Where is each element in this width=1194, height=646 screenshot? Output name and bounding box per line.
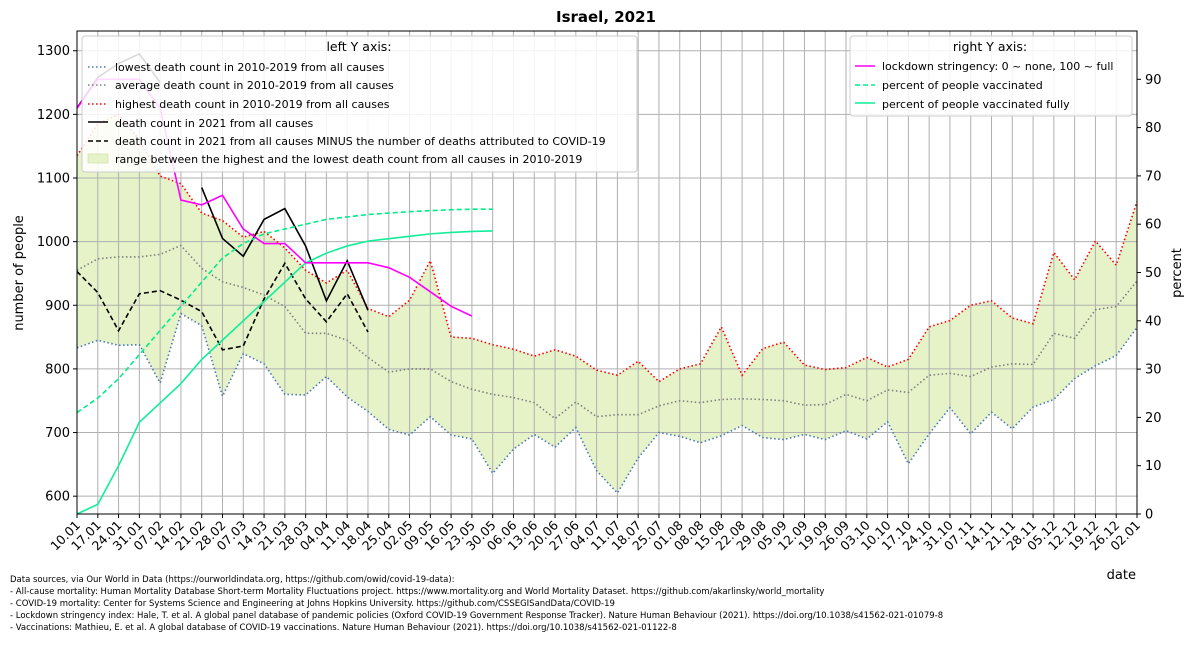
legend-left-box (81, 35, 638, 173)
y-left-tick-label: 1000 (37, 235, 70, 250)
source-line: - COVID-19 mortality: Center for Systems… (10, 599, 615, 609)
data-sources: Data sources, via Our World in Data (htt… (10, 575, 943, 633)
source-line: Data sources, via Our World in Data (htt… (10, 575, 455, 585)
y-right-tick-label: 10 (1145, 459, 1162, 474)
legend-entry-deaths-2021: death count in 2021 from all causes (115, 117, 314, 130)
legend-left: left Y axis: lowest death count in 2010-… (81, 35, 638, 173)
series-vaccinated-fully-line (76, 230, 493, 515)
y-right-tick-label: 60 (1145, 218, 1162, 233)
y-left-tick-label: 800 (45, 362, 70, 377)
y-right-tick-label: 90 (1145, 73, 1162, 88)
legend-right: right Y axis: lockdown stringency: 0 ~ n… (849, 35, 1133, 117)
y-right-tick-label: 0 (1145, 508, 1153, 523)
y-left-tick-label: 900 (45, 299, 70, 314)
legend-entry-average: average death count in 2010-2019 from al… (115, 79, 394, 92)
legend-entry-deaths-minus-covid: death count in 2021 from all causes MINU… (115, 135, 606, 148)
source-line: - All-cause mortality: Human Mortality D… (10, 587, 824, 597)
y-axis-left-label: number of people (12, 215, 27, 331)
x-axis-label: date (1107, 568, 1136, 583)
legend-right-box (849, 35, 1133, 117)
legend-swatch-range (87, 153, 109, 164)
y-right-tick-label: 40 (1145, 314, 1162, 329)
legend-entry-vaccinated: percent of people vaccinated (882, 79, 1043, 92)
legend-left-title: left Y axis: (326, 39, 391, 54)
y-left-tick-label: 1200 (37, 108, 70, 123)
y-right-tick-label: 70 (1145, 169, 1162, 184)
y-left-tick-label: 600 (45, 490, 70, 505)
legend-entry-vaccinated-fully: percent of people vaccinated fully (882, 98, 1070, 111)
y-right-tick-label: 30 (1145, 363, 1162, 378)
y-left-tick-label: 1300 (37, 44, 70, 59)
legend-entry-stringency: lockdown stringency: 0 ~ none, 100 ~ ful… (882, 60, 1113, 73)
y-right-tick-label: 50 (1145, 266, 1162, 281)
series-deaths-minus-covid-line (76, 261, 369, 351)
series-lowest-line (76, 312, 1138, 495)
series-average-line (76, 244, 1138, 420)
range-area (77, 114, 1137, 494)
y-axis-right-label: percent (1170, 248, 1185, 298)
y-left-tick-label: 700 (45, 426, 70, 441)
y-right-tick-label: 80 (1145, 121, 1162, 136)
source-line: - Lockdown stringency index: Hale, T. et… (10, 611, 943, 621)
series-vaccinated-line (76, 208, 493, 414)
series-highest-line (76, 113, 1138, 383)
legend-entry-highest: highest death count in 2010-2019 from al… (115, 98, 390, 111)
y-right-tick-label: 20 (1145, 411, 1162, 426)
source-line: - Vaccinations: Mathieu, E. et al. A glo… (10, 623, 677, 633)
legend-entry-lowest: lowest death count in 2010-2019 from all… (115, 61, 385, 74)
y-left-tick-label: 1100 (37, 172, 70, 187)
legend-entry-range: range between the highest and the lowest… (115, 153, 582, 166)
chart-title: Israel, 2021 (556, 8, 656, 26)
legend-right-title: right Y axis: (953, 39, 1027, 54)
